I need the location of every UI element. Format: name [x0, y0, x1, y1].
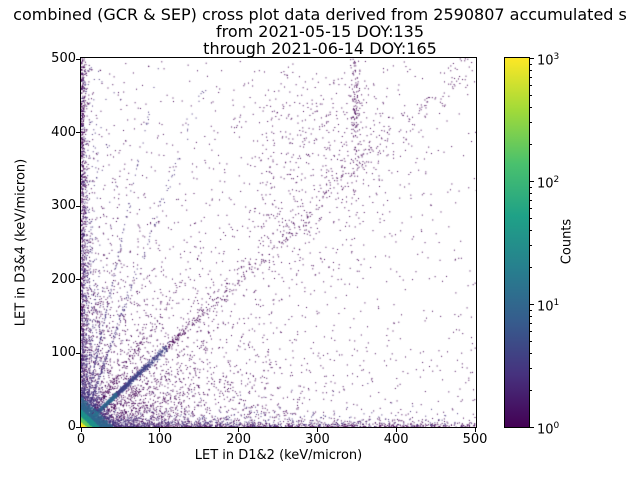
colorbar-minor-tick	[530, 208, 532, 210]
title-line-3: through 2021-06-14 DOY:165	[203, 39, 437, 58]
x-tick-label: 100	[147, 432, 173, 447]
colorbar-minor-tick	[530, 341, 532, 343]
title-line-2: from 2021-05-15 DOY:135	[215, 22, 424, 41]
x-axis-label: LET in D1&2 (keV/micron)	[194, 448, 363, 463]
colorbar-minor-tick	[530, 77, 532, 79]
colorbar-minor-tick	[530, 266, 532, 268]
colorbar-label: Counts	[559, 218, 575, 265]
colorbar-minor-tick	[530, 218, 532, 220]
y-tick-mark	[76, 426, 80, 428]
colorbar-minor-tick	[530, 323, 532, 325]
x-tick-label: 300	[304, 432, 330, 447]
colorbar-tick-mark	[530, 180, 534, 182]
x-tick-mark	[80, 428, 82, 432]
y-tick-label: 400	[51, 124, 76, 140]
y-tick-mark	[76, 352, 80, 354]
colorbar-minor-tick	[530, 95, 532, 97]
colorbar-tick-label: 102	[537, 175, 560, 192]
colorbar-tick-label: 103	[537, 52, 560, 69]
x-tick-mark	[395, 428, 397, 432]
colorbar-minor-tick	[530, 389, 532, 391]
x-tick-label: 0	[76, 432, 86, 447]
colorbar-minor-tick	[530, 309, 532, 311]
colorbar-tick-label: 101	[537, 298, 560, 315]
colorbar-minor-tick	[530, 106, 532, 108]
colorbar-minor-tick	[530, 63, 532, 65]
colorbar-minor-tick	[530, 200, 532, 202]
y-tick-label: 500	[51, 51, 76, 66]
y-tick-mark	[76, 58, 80, 60]
colorbar-minor-tick	[530, 186, 532, 188]
y-tick-label: 200	[51, 271, 76, 287]
scatter-points-canvas	[81, 58, 476, 427]
x-tick-mark	[159, 428, 161, 432]
colorbar-minor-tick	[530, 69, 532, 71]
colorbar-minor-tick	[530, 352, 532, 354]
x-tick-label: 500	[462, 432, 488, 447]
y-tick-label: 100	[51, 345, 76, 361]
x-tick-mark	[238, 428, 240, 432]
colorbar	[504, 57, 530, 428]
colorbar-minor-tick	[530, 122, 532, 124]
colorbar-minor-tick	[530, 85, 532, 87]
title-line-1: combined (GCR & SEP) cross plot data der…	[13, 5, 627, 24]
plot-area	[80, 57, 477, 428]
y-tick-label: 0	[67, 419, 76, 434]
x-tick-mark	[474, 428, 476, 432]
y-tick-mark	[76, 279, 80, 281]
colorbar-minor-tick	[530, 331, 532, 333]
colorbar-minor-tick	[530, 245, 532, 247]
colorbar-tick-mark	[530, 57, 534, 59]
colorbar-minor-tick	[530, 315, 532, 317]
chart-title: combined (GCR & SEP) cross plot data der…	[0, 6, 640, 57]
x-tick-label: 400	[383, 432, 409, 447]
colorbar-minor-tick	[530, 192, 532, 194]
y-axis-label: LET in D3&4 (keV/micron)	[13, 158, 29, 327]
colorbar-tick-mark	[530, 303, 534, 305]
y-tick-mark	[76, 205, 80, 207]
colorbar-tick-label: 100	[537, 421, 560, 438]
colorbar-minor-tick	[530, 143, 532, 145]
y-tick-mark	[76, 132, 80, 134]
x-tick-label: 200	[226, 432, 251, 447]
colorbar-minor-tick	[530, 368, 532, 370]
colorbar-tick-mark	[530, 426, 534, 428]
x-tick-mark	[316, 428, 318, 432]
colorbar-minor-tick	[530, 229, 532, 231]
y-tick-label: 300	[51, 198, 76, 214]
